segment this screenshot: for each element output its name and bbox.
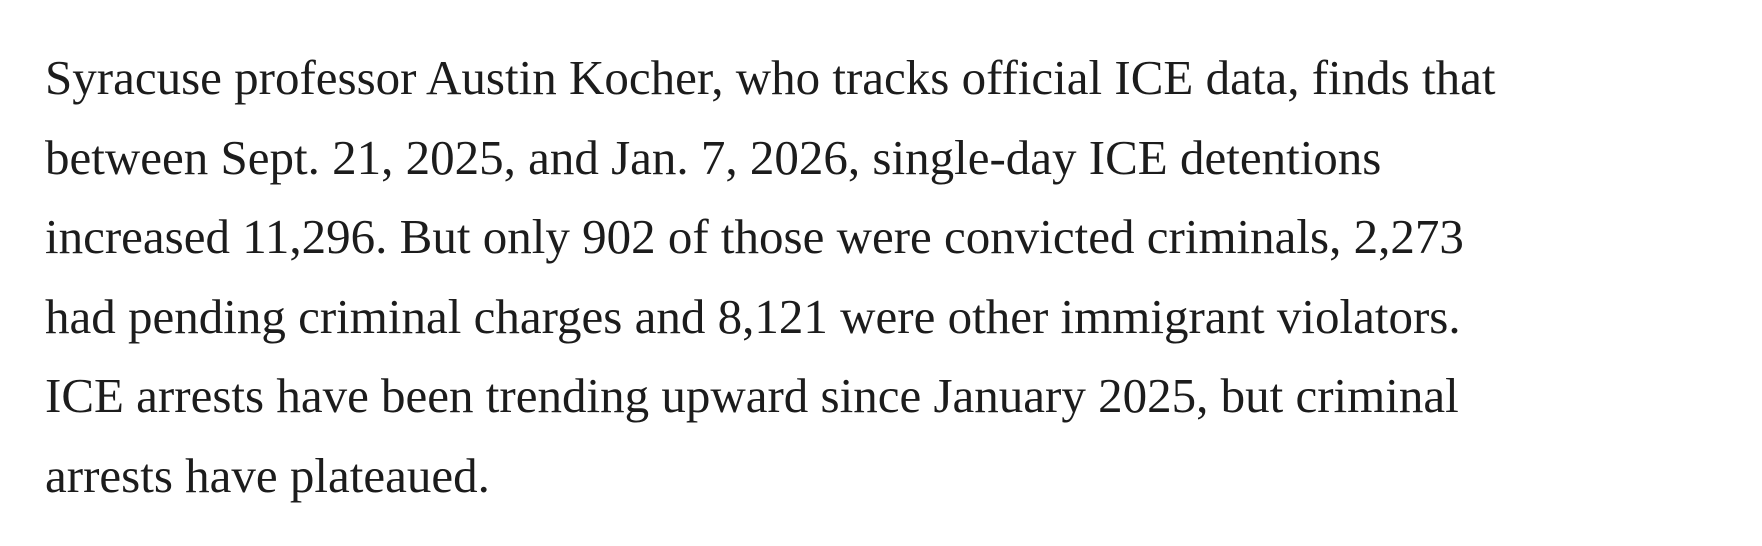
text-line: Syracuse professor Austin Kocher, who tr… bbox=[45, 50, 1496, 105]
text-line: ICE arrests have been trending upward si… bbox=[45, 368, 1459, 423]
text-line: had pending criminal charges and 8,121 w… bbox=[45, 288, 1461, 344]
text-line: arrests have plateaued. bbox=[45, 447, 490, 503]
text-line: increased 11,296. But only 902 of those … bbox=[45, 209, 1464, 264]
text-line: between Sept. 21, 2025, and Jan. 7, 2026… bbox=[45, 129, 1382, 185]
